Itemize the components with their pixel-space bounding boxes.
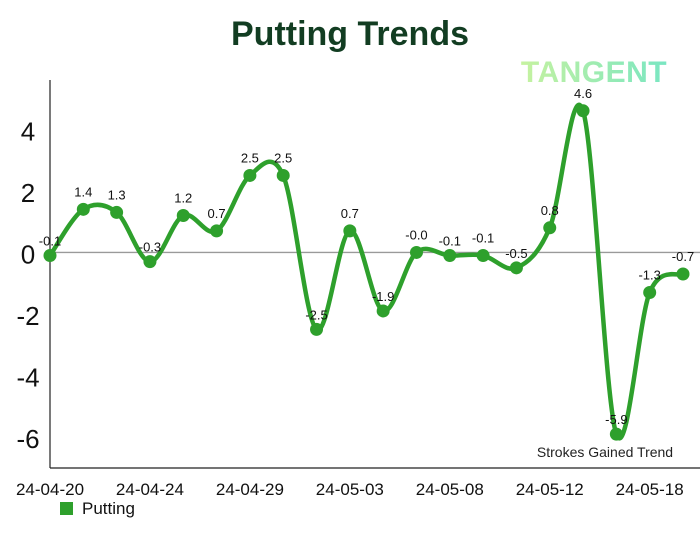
data-point — [676, 267, 690, 281]
data-point — [76, 202, 90, 216]
data-point — [543, 221, 557, 235]
data-label: -0.1 — [472, 231, 494, 246]
data-point — [409, 245, 423, 259]
data-label: 1.3 — [108, 187, 126, 202]
x-tick-label: 24-05-08 — [416, 480, 484, 499]
x-axis-ticks: 24-04-20 24-04-24 24-04-29 24-05-03 24-05-08… — [16, 480, 684, 499]
data-label: -0.3 — [139, 240, 161, 255]
data-point — [110, 205, 124, 219]
data-label: 1.4 — [74, 184, 92, 199]
y-tick-label: -6 — [16, 424, 39, 454]
strokes-gained-annotation: Strokes Gained Trend — [537, 444, 673, 460]
data-point — [576, 104, 590, 118]
data-label: -0.1 — [39, 234, 61, 249]
x-tick-label: 24-04-20 — [16, 480, 84, 499]
data-point — [443, 249, 457, 263]
data-point — [43, 249, 57, 263]
data-label: 1.2 — [174, 190, 192, 205]
y-tick-label: 0 — [21, 239, 35, 269]
y-tick-label: 4 — [21, 116, 35, 146]
axes — [49, 80, 700, 469]
x-tick-label: 24-05-03 — [316, 480, 384, 499]
x-tick-label: 24-05-18 — [616, 480, 684, 499]
data-point — [310, 322, 324, 336]
x-tick-label: 24-04-24 — [116, 480, 184, 499]
y-tick-label: 2 — [21, 178, 35, 208]
data-point — [643, 285, 657, 299]
y-axis-ticks: 4 2 0 -2 -4 -6 — [16, 116, 39, 454]
y-tick-label: -4 — [16, 363, 39, 393]
data-point — [609, 427, 623, 441]
y-tick-label: -2 — [16, 301, 39, 331]
brand-logo: TANGENT — [521, 56, 667, 89]
data-label: 2.5 — [274, 150, 292, 165]
data-point — [376, 304, 390, 318]
data-label: -1.9 — [372, 289, 394, 304]
x-tick-label: 24-05-12 — [516, 480, 584, 499]
data-point — [143, 255, 157, 269]
legend-swatch-putting — [60, 502, 73, 515]
data-point — [509, 261, 523, 275]
series-layer: -0.1 1.4 1.3 -0.3 1.2 0.7 2.5 2.5 -2.5 0.7 -1.9 -0.… — [39, 86, 694, 441]
data-label: 0.8 — [541, 203, 559, 218]
data-point — [276, 168, 290, 182]
data-label: 2.5 — [241, 150, 259, 165]
series-line-putting — [47, 102, 686, 441]
data-label: -2.5 — [305, 307, 327, 322]
data-label: -0.7 — [672, 249, 694, 264]
data-label: -0.5 — [505, 246, 527, 261]
x-tick-label: 24-04-29 — [216, 480, 284, 499]
data-label: -1.3 — [638, 267, 660, 282]
legend-label-putting: Putting — [82, 499, 135, 518]
data-point — [343, 224, 357, 238]
data-point — [176, 208, 190, 222]
data-point — [243, 168, 257, 182]
chart-title: Putting Trends — [231, 15, 469, 53]
data-label: 4.6 — [574, 86, 592, 101]
data-label: 0.7 — [208, 206, 226, 221]
data-label: -5.9 — [605, 412, 627, 427]
data-point — [210, 224, 224, 238]
data-point — [476, 249, 490, 263]
data-label: -0.1 — [439, 234, 461, 249]
legend: Putting — [60, 499, 135, 518]
data-label: -0.0 — [405, 227, 427, 242]
data-label: 0.7 — [341, 206, 359, 221]
